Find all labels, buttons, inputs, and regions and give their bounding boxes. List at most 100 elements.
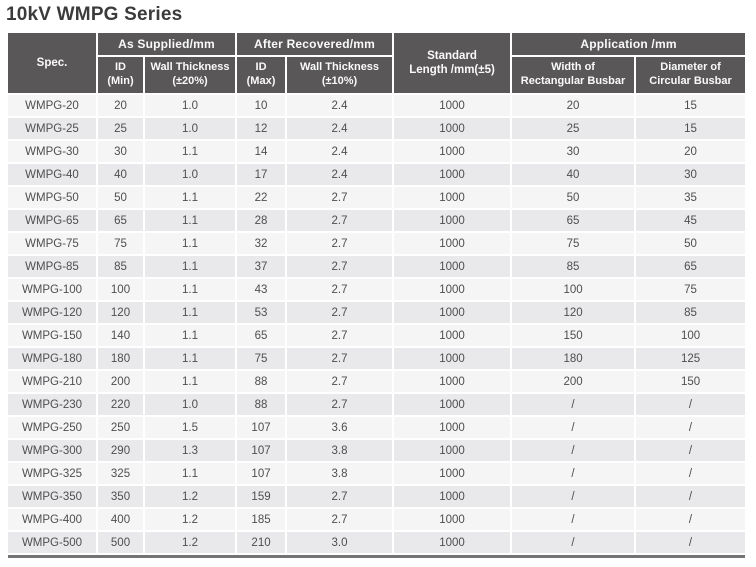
cell-wall-thickness-20: 1.2 [145, 532, 236, 553]
cell-diameter-circular-busbar: / [636, 532, 746, 553]
cell-wall-thickness-20: 1.1 [145, 325, 236, 346]
cell-id-min: 350 [98, 486, 143, 507]
cell-width-rectangular-busbar: 180 [512, 348, 635, 369]
cell-id-min: 75 [98, 233, 143, 254]
table-row: WMPG-25 25 1.0 12 2.4 1000 25 15 [8, 118, 746, 139]
cell-id-max: 107 [237, 440, 286, 461]
cell-diameter-circular-busbar: / [636, 486, 746, 507]
cell-width-rectangular-busbar: / [512, 417, 635, 438]
cell-standard-length: 1000 [394, 233, 511, 254]
cell-wall-thickness-10: 2.4 [287, 164, 393, 185]
cell-spec: WMPG-230 [8, 394, 96, 415]
cell-spec: WMPG-20 [8, 95, 96, 116]
cell-id-max: 107 [237, 463, 286, 484]
cell-wall-thickness-20: 1.1 [145, 233, 236, 254]
cell-standard-length: 1000 [394, 279, 511, 300]
cell-width-rectangular-busbar: 65 [512, 210, 635, 231]
cell-wall-thickness-10: 2.4 [287, 141, 393, 162]
cell-width-rectangular-busbar: 120 [512, 302, 635, 323]
id-min-line2: (Min) [107, 75, 134, 87]
col-header-wall-thickness-10: Wall Thickness (±10%) [287, 57, 393, 93]
cell-standard-length: 1000 [394, 394, 511, 415]
cell-wall-thickness-10: 2.7 [287, 210, 393, 231]
table-row: WMPG-500 500 1.2 210 3.0 1000// [8, 532, 746, 553]
cell-standard-length: 1000 [394, 348, 511, 369]
col-header-id-min: ID (Min) [98, 57, 143, 93]
col-header-wall-thickness-20: Wall Thickness (±20%) [145, 57, 236, 93]
cell-wall-thickness-10: 2.7 [287, 325, 393, 346]
cell-width-rectangular-busbar: 30 [512, 141, 635, 162]
cell-wall-thickness-10: 3.0 [287, 532, 393, 553]
cell-id-min: 140 [98, 325, 143, 346]
table-row: WMPG-75 75 1.1 32 2.7 1000 75 50 [8, 233, 746, 254]
cell-wall-thickness-10: 3.6 [287, 417, 393, 438]
cell-diameter-circular-busbar: 50 [636, 233, 746, 254]
cell-wall-thickness-10: 2.7 [287, 394, 393, 415]
cell-id-max: 10 [237, 95, 286, 116]
cell-id-min: 250 [98, 417, 143, 438]
cell-diameter-circular-busbar: 100 [636, 325, 746, 346]
cell-diameter-circular-busbar: 15 [636, 118, 746, 139]
cell-standard-length: 1000 [394, 440, 511, 461]
cell-wall-thickness-20: 1.1 [145, 463, 236, 484]
cell-diameter-circular-busbar: 125 [636, 348, 746, 369]
cell-id-max: 32 [237, 233, 286, 254]
cell-spec: WMPG-300 [8, 440, 96, 461]
cell-id-max: 75 [237, 348, 286, 369]
cell-id-min: 40 [98, 164, 143, 185]
table-row: WMPG-100 100 1.1 43 2.7 1000 100 75 [8, 279, 746, 300]
table-row: WMPG-30 30 1.1 14 2.4 1000 30 20 [8, 141, 746, 162]
cell-wall-thickness-20: 1.2 [145, 486, 236, 507]
table-row: WMPG-180 180 1.1 75 2.7 1000 180 125 [8, 348, 746, 369]
cell-standard-length: 1000 [394, 509, 511, 530]
cell-diameter-circular-busbar: 45 [636, 210, 746, 231]
cell-id-max: 53 [237, 302, 286, 323]
cell-spec: WMPG-400 [8, 509, 96, 530]
id-max-line2: (Max) [246, 75, 276, 87]
cell-id-max: 43 [237, 279, 286, 300]
table-row: WMPG-65 65 1.1 28 2.7 1000 65 45 [8, 210, 746, 231]
wall-thickness-20-line2: (±20%) [172, 75, 208, 87]
cell-standard-length: 1000 [394, 141, 511, 162]
cell-standard-length: 1000 [394, 417, 511, 438]
cell-wall-thickness-10: 2.7 [287, 509, 393, 530]
cell-wall-thickness-10: 2.4 [287, 118, 393, 139]
cell-diameter-circular-busbar: 15 [636, 95, 746, 116]
cell-spec: WMPG-210 [8, 371, 96, 392]
cell-wall-thickness-10: 2.7 [287, 187, 393, 208]
cell-standard-length: 1000 [394, 532, 511, 553]
cell-spec: WMPG-75 [8, 233, 96, 254]
col-group-application: Application /mm [512, 33, 746, 55]
cell-spec: WMPG-120 [8, 302, 96, 323]
cell-wall-thickness-10: 2.7 [287, 371, 393, 392]
cell-wall-thickness-20: 1.1 [145, 256, 236, 277]
cell-standard-length: 1000 [394, 118, 511, 139]
cell-wall-thickness-20: 1.1 [145, 371, 236, 392]
col-header-spec: Spec. [8, 33, 96, 93]
cell-id-min: 65 [98, 210, 143, 231]
cell-id-min: 500 [98, 532, 143, 553]
cell-diameter-circular-busbar: 75 [636, 279, 746, 300]
cell-id-max: 22 [237, 187, 286, 208]
cell-width-rectangular-busbar: 50 [512, 187, 635, 208]
standard-length-line1: Standard [427, 49, 477, 62]
cell-wall-thickness-20: 1.1 [145, 141, 236, 162]
cell-diameter-circular-busbar: / [636, 440, 746, 461]
spec-table: Spec. As Supplied/mm After Recovered/mm … [6, 31, 747, 555]
cell-width-rectangular-busbar: 100 [512, 279, 635, 300]
table-row: WMPG-120 120 1.1 53 2.7 1000 120 85 [8, 302, 746, 323]
cell-wall-thickness-10: 2.7 [287, 256, 393, 277]
cell-spec: WMPG-30 [8, 141, 96, 162]
col-header-id-max: ID (Max) [237, 57, 286, 93]
col-header-width-rectangular-busbar: Width of Rectangular Busbar [512, 57, 635, 93]
col-group-as-supplied: As Supplied/mm [98, 33, 236, 55]
cell-id-max: 185 [237, 509, 286, 530]
cell-spec: WMPG-40 [8, 164, 96, 185]
cell-id-min: 290 [98, 440, 143, 461]
id-max-line1: ID [255, 61, 267, 74]
cell-spec: WMPG-325 [8, 463, 96, 484]
cell-wall-thickness-20: 1.1 [145, 302, 236, 323]
cell-spec: WMPG-150 [8, 325, 96, 346]
cell-standard-length: 1000 [394, 463, 511, 484]
cell-width-rectangular-busbar: 20 [512, 95, 635, 116]
